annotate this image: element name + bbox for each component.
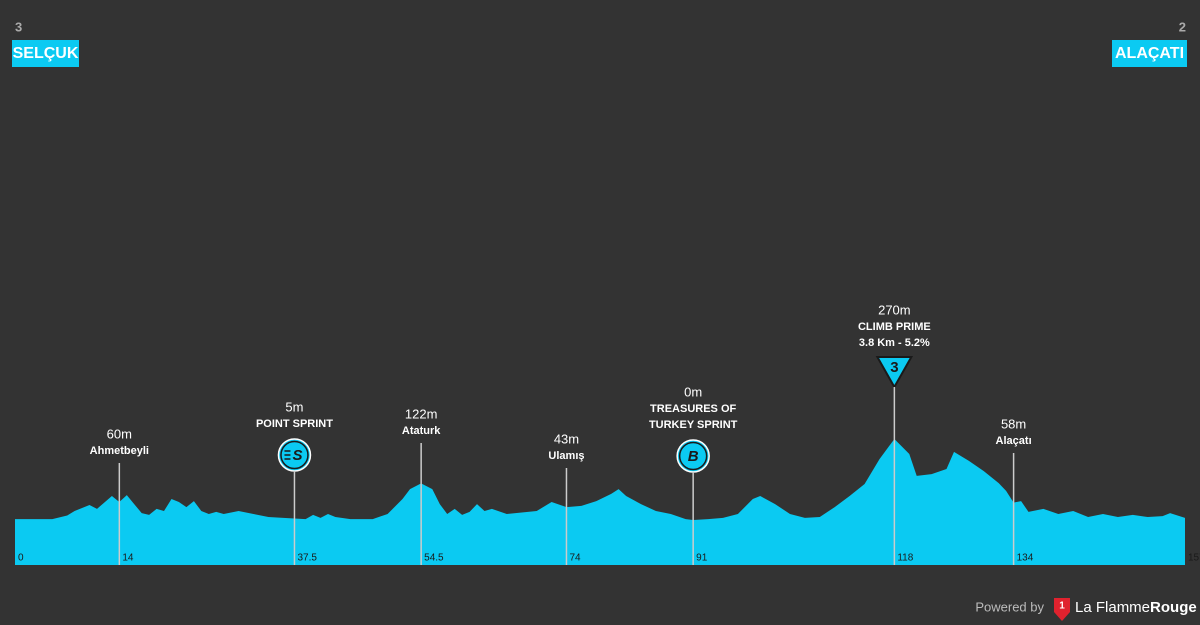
finish-number: 2 xyxy=(1179,19,1186,34)
elevation-area xyxy=(15,439,1185,565)
marker-label: Ahmetbeyli xyxy=(90,445,149,457)
marker-elevation: 270m xyxy=(878,302,911,317)
brand-light: La Flamme xyxy=(1075,599,1150,616)
marker-elevation: 60m xyxy=(107,426,132,441)
brand-logo xyxy=(1054,598,1070,621)
marker-label: Ataturk xyxy=(402,425,441,437)
climb-icon xyxy=(875,356,914,390)
marker-elevation: 58m xyxy=(1001,416,1026,431)
marker-label: POINT SPRINT xyxy=(256,418,333,430)
x-tick-label: 91 xyxy=(696,553,708,564)
start-name: SELÇUK xyxy=(13,45,79,62)
sprint-icon-ring xyxy=(678,441,708,471)
x-tick-label: 157 xyxy=(1188,553,1200,564)
brand-name: La FlammeRouge xyxy=(1075,599,1197,616)
marker-label: TREASURES OF xyxy=(650,403,736,415)
brand-logo-mark: 1 xyxy=(1059,601,1065,612)
x-tick-label: 74 xyxy=(569,553,581,564)
x-tick-label: 0 xyxy=(18,553,24,564)
sprint-icon-label: S xyxy=(292,447,302,464)
marker-elevation: 43m xyxy=(554,431,579,446)
start-box xyxy=(12,40,79,67)
x-tick-label: 37.5 xyxy=(297,553,317,564)
brand-bold: Rouge xyxy=(1150,599,1197,616)
marker-label: CLIMB PRIME xyxy=(858,321,931,333)
marker-label: 3.8 Km - 5.2% xyxy=(859,337,930,349)
marker-elevation: 0m xyxy=(684,384,702,399)
powered-by: Powered by xyxy=(975,599,1044,614)
finish-name: ALAÇATI xyxy=(1115,45,1184,62)
marker-elevation: 5m xyxy=(285,399,303,414)
finish-box xyxy=(1112,40,1187,67)
marker-label: TURKEY SPRINT xyxy=(649,419,738,431)
sprint-icon-ring xyxy=(280,440,309,470)
marker-elevation: 122m xyxy=(405,406,438,421)
marker-label: Alaçatı xyxy=(996,435,1032,447)
marker-label: Ulamış xyxy=(548,450,584,462)
plot: 0 14 37.5 54.5 74 91 118 134 157 60m Ahmetbeyli 5m P… xyxy=(15,302,1200,565)
x-tick-label: 134 xyxy=(1017,553,1034,564)
x-tick-label: 54.5 xyxy=(424,553,444,564)
climb-icon-label: 3 xyxy=(890,359,898,376)
x-tick-label: 14 xyxy=(122,553,134,564)
sprint-icon-label: B xyxy=(688,448,699,465)
x-tick-label: 118 xyxy=(897,553,913,564)
start-number: 3 xyxy=(15,19,22,34)
